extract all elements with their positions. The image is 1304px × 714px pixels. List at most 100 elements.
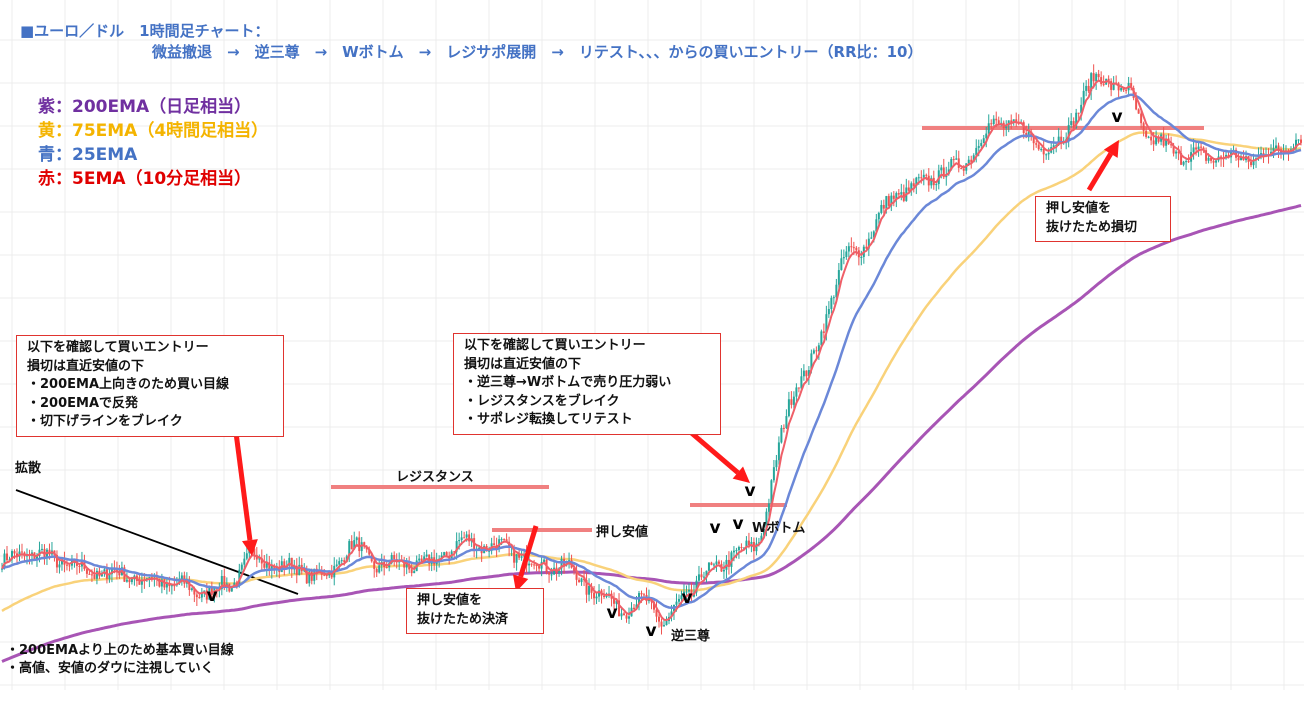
candle-body <box>1277 145 1280 150</box>
candle-body <box>60 560 63 565</box>
candle-body <box>253 548 256 555</box>
candle-body <box>920 177 923 179</box>
candle-body <box>390 555 393 564</box>
candle-body <box>1237 157 1240 161</box>
candle-body <box>962 168 965 171</box>
candle-body <box>1090 73 1093 92</box>
candle-body <box>1010 120 1013 123</box>
candle-body <box>1045 154 1048 156</box>
candle-body <box>792 396 795 405</box>
candle-body <box>875 219 878 232</box>
candle-body <box>917 177 920 179</box>
candle-body <box>982 138 985 143</box>
candle-body <box>837 270 840 285</box>
candle-body <box>732 550 735 553</box>
candle-body <box>872 231 875 238</box>
candle-body <box>190 588 193 590</box>
candle-body <box>985 133 988 139</box>
candle-body <box>742 547 745 549</box>
candle-body <box>298 564 301 575</box>
candle-body <box>1275 145 1278 149</box>
exit-note-box-1: 押し安値を 抜けたため決済 <box>406 588 544 634</box>
candle-body <box>263 563 266 568</box>
candle-body <box>618 600 621 617</box>
candle-body <box>880 204 883 213</box>
candle-body <box>790 399 793 405</box>
candle-body <box>538 566 541 569</box>
arrow-head <box>242 539 258 556</box>
candle-body <box>1192 147 1195 153</box>
candle-body <box>1175 151 1178 154</box>
candle-body <box>478 547 481 550</box>
candle-body <box>1187 161 1190 163</box>
candle-body <box>1130 83 1133 89</box>
red-arrow <box>1086 140 1119 192</box>
candle-body <box>900 192 903 195</box>
candle-body <box>528 563 531 566</box>
candle-body <box>40 548 43 550</box>
candle-body <box>1197 146 1200 150</box>
check-mark: v <box>709 518 720 538</box>
candle-body <box>687 589 690 592</box>
candle-body <box>170 585 173 587</box>
legend-ema75: 黄：75EMA（4時間足相当） <box>38 121 269 141</box>
label-gyaku-sanzon: 逆三尊 <box>671 629 711 644</box>
candle-body <box>740 547 743 549</box>
entry-note-1-line: 以下を確認して買いエントリー <box>27 340 209 355</box>
candle-body <box>515 554 518 563</box>
candle-body <box>910 183 913 191</box>
candle-body <box>1082 90 1085 105</box>
candle-body <box>200 592 203 598</box>
candle-body <box>243 558 246 565</box>
candle-body <box>198 597 201 599</box>
ema75-path <box>1 131 1302 612</box>
candle-body <box>195 594 198 598</box>
candle-body <box>1295 139 1298 149</box>
candle-body <box>870 237 873 239</box>
candle-body <box>895 193 898 199</box>
candle-body <box>957 158 960 168</box>
candle-body <box>997 120 1000 125</box>
candle-body <box>210 587 213 596</box>
entry-note-1-line: ・200EMA上向きのため買い目線 <box>27 377 230 392</box>
entry-note-2-line: ・逆三尊→Wボトムで売り圧力弱い <box>464 375 672 390</box>
candle-body <box>690 589 693 597</box>
candle-body <box>290 557 293 570</box>
candle-body <box>1122 88 1125 90</box>
entry-note-1-line: 損切は直近安値の下 <box>27 358 145 374</box>
candle-body <box>860 256 863 258</box>
candle-body <box>313 568 316 581</box>
candle-body <box>712 564 715 566</box>
candle-body <box>1212 160 1215 163</box>
entry-note-2-line: ・レジスタンスをブレイク <box>464 393 620 409</box>
candle-body <box>420 558 423 562</box>
candle-body <box>338 561 341 565</box>
candle-body <box>882 204 885 209</box>
exit-note-1-line: 抜けたため決済 <box>417 611 509 627</box>
candle-body <box>643 594 646 596</box>
candle-body <box>1150 136 1153 141</box>
candle-body <box>358 537 361 552</box>
candle-body <box>812 350 815 354</box>
candle-body <box>238 569 241 586</box>
candle-body <box>827 309 830 315</box>
candle-body <box>15 553 18 557</box>
candle-body <box>745 540 748 548</box>
candle-body <box>970 159 973 163</box>
candle-body <box>810 353 813 371</box>
candle-body <box>10 551 13 560</box>
entry-note-box-2: 以下を確認して買いエントリー 損切は直近安値の下 ・逆三尊→Wボトムで売り圧力弱… <box>453 333 721 435</box>
candle-body <box>670 611 673 617</box>
candle-body <box>702 576 705 578</box>
candle-body <box>697 574 700 581</box>
candle-body <box>1240 157 1243 161</box>
candle-body <box>458 540 461 542</box>
candle-body <box>832 297 835 299</box>
exit-note-2-line: 押し安値を <box>1046 201 1112 216</box>
candle-body <box>762 529 765 536</box>
candle-body <box>675 601 678 605</box>
candle-body <box>770 480 773 504</box>
candle-body <box>925 174 928 176</box>
candle-body <box>820 331 823 346</box>
